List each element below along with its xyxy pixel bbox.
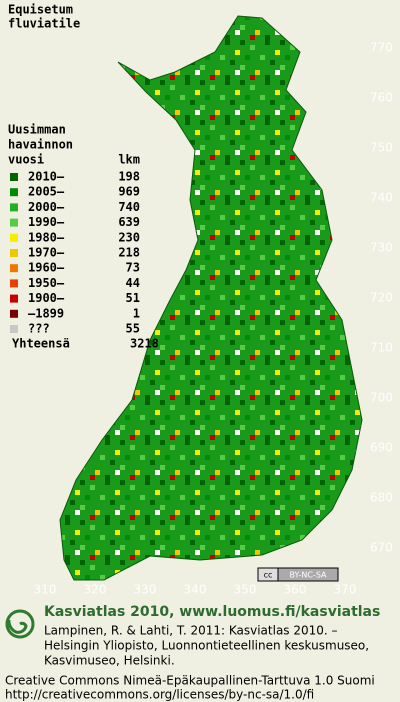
legend-count: 969 [118, 185, 140, 199]
legend-label: 2000– [28, 200, 65, 214]
legend: Equisetum fluviatile Uusimman havainnon … [8, 3, 159, 351]
legend-count: 639 [118, 215, 140, 229]
citation: Kasvimuseo, Helsinki. [44, 654, 175, 668]
license-url: http://creativecommons.org/licenses/by-n… [5, 688, 314, 702]
legend-swatch [10, 264, 18, 273]
northing-label: 740 [370, 191, 393, 205]
legend-swatch [10, 233, 18, 242]
site-title: Kasviatlas 2010, www.luomus.fi/kasviatla… [44, 604, 380, 620]
legend-swatch [10, 279, 18, 288]
license-text: Creative Commons Nimeä-Epäkaupallinen-Ta… [5, 674, 375, 688]
citation: Lampinen, R. & Lahti, T. 2011: Kasviatla… [44, 624, 338, 638]
legend-label: 1980– [28, 230, 65, 244]
legend-heading: havainnon [8, 138, 73, 152]
legend-count: 44 [126, 276, 140, 290]
legend-label: ??? [28, 322, 50, 336]
legend-swatch [10, 309, 18, 318]
legend-count: 198 [118, 170, 140, 184]
legend-label: 1970– [28, 246, 65, 260]
northing-label: 750 [370, 141, 393, 155]
badge-text: BY-NC-SA [289, 571, 327, 580]
species-name: Equisetum [8, 3, 73, 17]
easting-label: 360 [284, 583, 307, 597]
legend-swatch [10, 218, 18, 227]
legend-total: 3218 [130, 337, 159, 351]
citation: Helsingin Yliopisto, Luonnontieteellinen… [44, 639, 369, 653]
legend-count: 51 [126, 291, 140, 305]
northing-label: 720 [370, 291, 393, 305]
svg-text:cc: cc [264, 571, 273, 580]
grid-labels: 770 760 750 740 730 720 710 700 690 680 670 310 320 3… [34, 41, 393, 597]
legend-swatch [10, 249, 18, 257]
legend-count: 740 [118, 200, 140, 214]
logo [5, 609, 35, 639]
legend-label: –1899 [28, 306, 64, 320]
legend-label: 2005– [28, 185, 65, 199]
legend-label: 1900– [28, 291, 65, 305]
northing-label: 670 [370, 541, 393, 555]
legend-count: 230 [118, 230, 140, 244]
legend-swatch [10, 294, 18, 303]
finland-map [59, 15, 363, 581]
easting-label: 340 [184, 583, 207, 597]
legend-total-label: Yhteensä [12, 337, 70, 351]
northing-label: 690 [370, 441, 393, 455]
legend-label: 1990– [28, 215, 65, 229]
legend-swatch [10, 173, 18, 181]
legend-count: 55 [126, 322, 140, 336]
easting-label: 370 [334, 583, 357, 597]
northing-label: 700 [370, 391, 393, 405]
legend-label: 1950– [28, 276, 65, 290]
legend-label: 1960– [28, 261, 65, 275]
northing-label: 710 [370, 341, 393, 355]
northing-label: 730 [370, 241, 393, 255]
legend-swatch [10, 188, 18, 197]
easting-label: 310 [34, 583, 57, 597]
legend-count: 1 [133, 306, 140, 320]
northing-label: 760 [370, 91, 393, 105]
easting-label: 320 [84, 583, 107, 597]
northing-label: 680 [370, 491, 393, 505]
easting-label: 350 [234, 583, 257, 597]
legend-heading: Uusimman [8, 123, 66, 137]
legend-swatch [10, 325, 18, 333]
footer: Kasviatlas 2010, www.luomus.fi/kasviatla… [5, 604, 380, 702]
license-badge: cc BY-NC-SA [257, 567, 339, 582]
legend-count-heading: lkm [118, 153, 140, 167]
legend-count: 73 [126, 261, 140, 275]
legend-count: 218 [118, 246, 140, 260]
legend-label: 2010– [28, 170, 65, 184]
species-name: fluviatile [8, 17, 80, 31]
northing-label: 770 [370, 41, 393, 55]
easting-label: 330 [134, 583, 157, 597]
legend-heading: vuosi [8, 153, 44, 167]
legend-swatch [10, 203, 18, 212]
